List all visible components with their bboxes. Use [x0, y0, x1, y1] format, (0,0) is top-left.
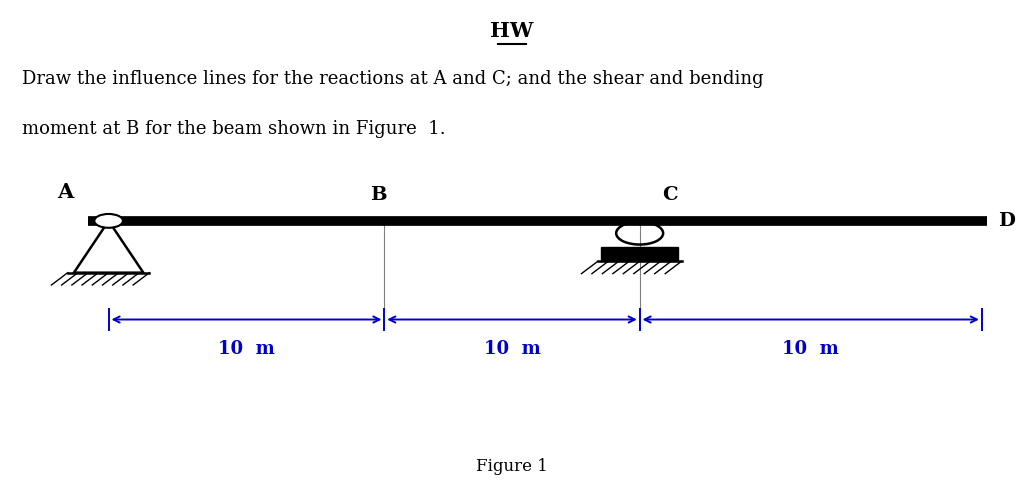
Text: D: D: [998, 212, 1015, 230]
Text: 10  m: 10 m: [483, 340, 541, 358]
Text: 10  m: 10 m: [218, 340, 274, 358]
Text: Draw the influence lines for the reactions at A and C; and the shear and bending: Draw the influence lines for the reactio…: [22, 70, 764, 88]
Text: moment at B for the beam shown in Figure  1.: moment at B for the beam shown in Figure…: [22, 120, 445, 138]
Text: B: B: [370, 186, 386, 204]
Text: HW: HW: [490, 21, 534, 41]
Text: 10  m: 10 m: [782, 340, 839, 358]
Text: A: A: [57, 182, 74, 202]
Text: Figure 1: Figure 1: [476, 458, 548, 475]
Polygon shape: [601, 247, 678, 261]
Text: C: C: [663, 186, 678, 204]
Circle shape: [94, 214, 123, 228]
